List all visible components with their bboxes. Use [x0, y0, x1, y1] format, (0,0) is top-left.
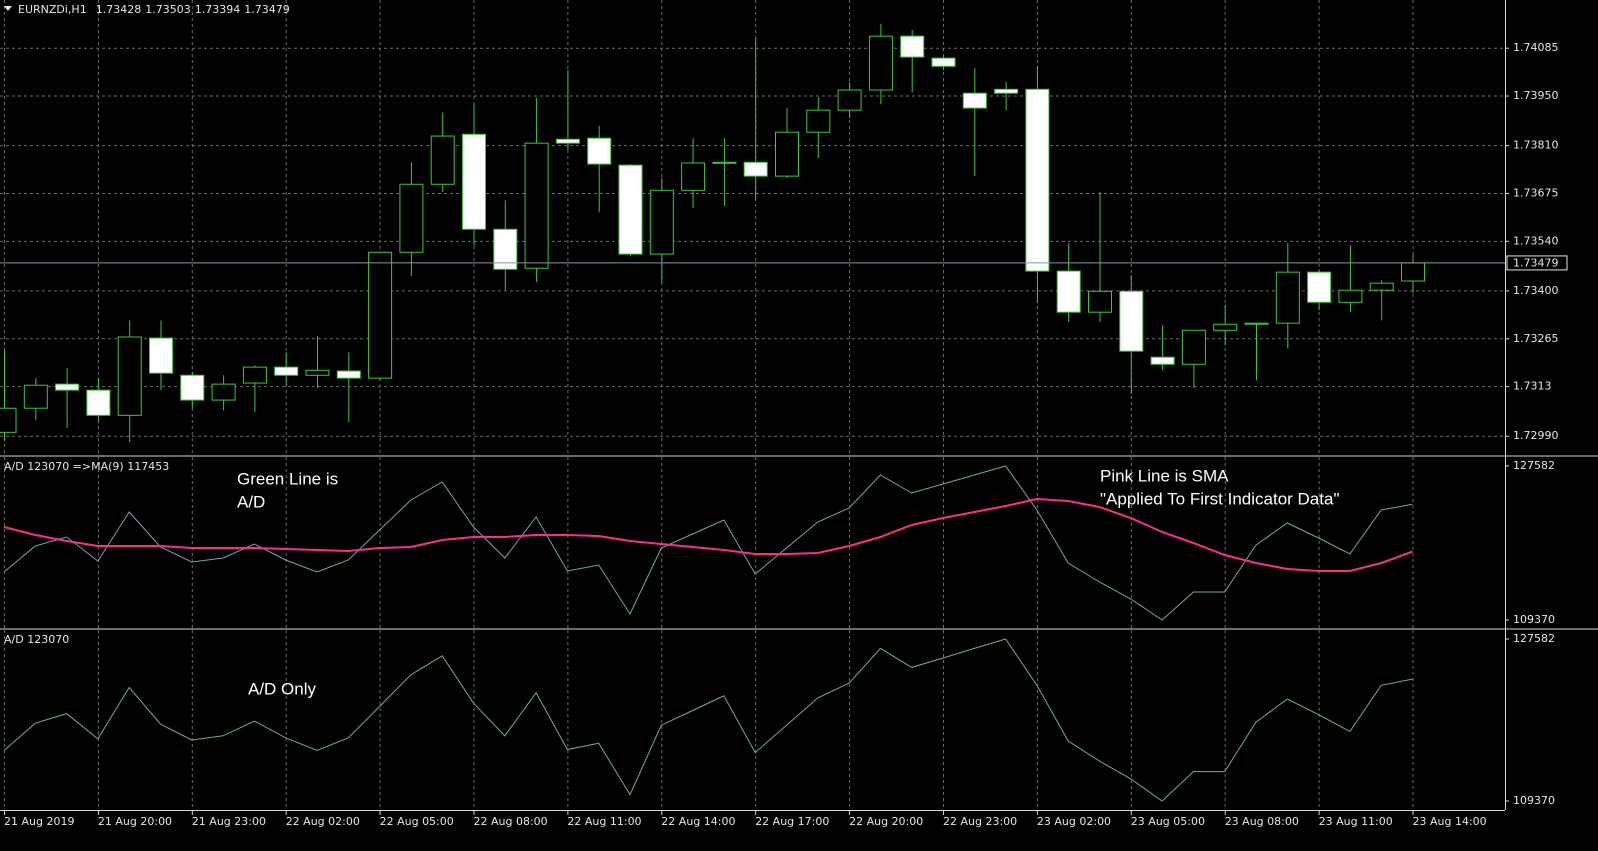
candle-body — [1150, 356, 1175, 365]
candle-body — [180, 374, 205, 401]
ohlc-readout: 1.73479 — [244, 3, 290, 16]
chart-header: EURNZDi,H1 1.73428 1.73503 1.73394 1.73479 — [18, 3, 290, 16]
y-tick-label: 1.72990 — [1513, 429, 1559, 442]
candle-body — [1244, 322, 1269, 325]
header-arrow — [4, 6, 12, 11]
y-tick-label: 109370 — [1513, 794, 1555, 807]
indicator-line — [3, 465, 1413, 621]
candle-body — [931, 57, 956, 67]
x-tick-label: 22 Aug 23:00 — [943, 815, 1017, 828]
indicator-line — [3, 638, 1413, 802]
candle-body — [1119, 290, 1144, 352]
candle-body — [994, 88, 1019, 94]
candle-body — [868, 35, 893, 91]
x-tick-label: 23 Aug 08:00 — [1225, 815, 1299, 828]
candle-body — [430, 135, 455, 185]
candle-body — [712, 161, 737, 164]
y-tick-label: 1.73675 — [1513, 186, 1559, 199]
y-tick-label: 127582 — [1513, 632, 1555, 645]
candle-body — [1056, 270, 1081, 313]
candle-body — [1338, 289, 1363, 303]
candle-body — [55, 383, 80, 391]
candle-body — [368, 251, 393, 379]
candle-body — [1088, 290, 1112, 313]
candle-body — [681, 162, 706, 191]
annotation: Green Line is — [237, 469, 338, 488]
candle-body — [1401, 262, 1425, 282]
candle-body — [524, 142, 549, 269]
x-tick-label: 23 Aug 14:00 — [1413, 815, 1487, 828]
x-tick-label: 22 Aug 14:00 — [661, 815, 735, 828]
indicator-line — [3, 497, 1413, 572]
candle-body — [117, 336, 142, 416]
current-price-tag — [1506, 255, 1568, 271]
symbol-timeframe: EURNZDi,H1 — [18, 3, 87, 16]
x-tick-label: 23 Aug 11:00 — [1319, 815, 1393, 828]
candle-body — [399, 183, 424, 253]
candle-body — [743, 161, 768, 177]
candle-body — [618, 164, 643, 255]
candle-body — [23, 384, 48, 409]
candle-body — [1181, 329, 1206, 365]
x-tick-label: 22 Aug 05:00 — [380, 815, 454, 828]
y-tick-label: 127582 — [1513, 459, 1555, 472]
candle-body — [1213, 323, 1238, 331]
candle-body — [806, 109, 831, 133]
y-tick-label: 1.7313 — [1513, 380, 1552, 393]
candle-body — [1275, 271, 1300, 324]
candle-body — [962, 92, 987, 109]
candle-body — [1307, 271, 1332, 303]
annotation: Pink Line is SMA — [1100, 466, 1229, 485]
candle-body — [775, 131, 799, 177]
x-tick-label: 22 Aug 17:00 — [755, 815, 829, 828]
y-tick-label: 1.73540 — [1513, 234, 1559, 247]
x-tick-label: 22 Aug 20:00 — [849, 815, 923, 828]
candle-body — [649, 189, 674, 255]
x-tick-label: 22 Aug 08:00 — [474, 815, 548, 828]
candle-body — [1025, 88, 1050, 272]
candle-body — [462, 133, 486, 230]
candle-body — [493, 228, 518, 270]
y-tick-label: 1.74085 — [1513, 41, 1559, 54]
x-tick-label: 21 Aug 23:00 — [192, 815, 266, 828]
x-tick-label: 23 Aug 02:00 — [1037, 815, 1111, 828]
annotation: "Applied To First Indicator Data" — [1100, 489, 1339, 508]
pane-title: A/D 123070 =>MA(9) 117453 — [4, 460, 169, 473]
ohlc-readout: 1.73428 — [96, 3, 142, 16]
candle-body — [305, 369, 330, 376]
y-tick-label: 1.73950 — [1513, 89, 1559, 102]
x-tick-label: 21 Aug 2019 — [4, 815, 74, 828]
annotation: A/D Only — [248, 679, 317, 698]
current-price-label: 1.73479 — [1513, 256, 1559, 269]
candle-body — [900, 35, 925, 58]
ohlc-readout: 1.73503 — [145, 3, 191, 16]
candle-body — [587, 137, 612, 165]
candle-body — [211, 383, 236, 401]
candle-body — [1369, 282, 1394, 291]
x-tick-label: 23 Aug 05:00 — [1131, 815, 1205, 828]
y-tick-label: 1.73265 — [1513, 332, 1559, 345]
candle-body — [86, 389, 111, 416]
candle-body — [555, 138, 580, 144]
candle-body — [837, 89, 862, 111]
annotation: A/D — [237, 492, 265, 511]
x-tick-label: 22 Aug 02:00 — [286, 815, 360, 828]
candle-body — [336, 370, 361, 379]
x-tick-label: 22 Aug 11:00 — [567, 815, 641, 828]
x-tick-label: 21 Aug 20:00 — [98, 815, 172, 828]
pane-title: A/D 123070 — [4, 633, 69, 646]
y-tick-label: 1.73810 — [1513, 139, 1559, 152]
candle-body — [242, 366, 267, 384]
y-tick-label: 1.73400 — [1513, 284, 1559, 297]
candle-body — [0, 407, 17, 433]
candle-body — [274, 366, 299, 376]
ohlc-readout: 1.73394 — [195, 3, 241, 16]
y-tick-label: 109370 — [1513, 613, 1555, 626]
candle-body — [149, 337, 173, 374]
